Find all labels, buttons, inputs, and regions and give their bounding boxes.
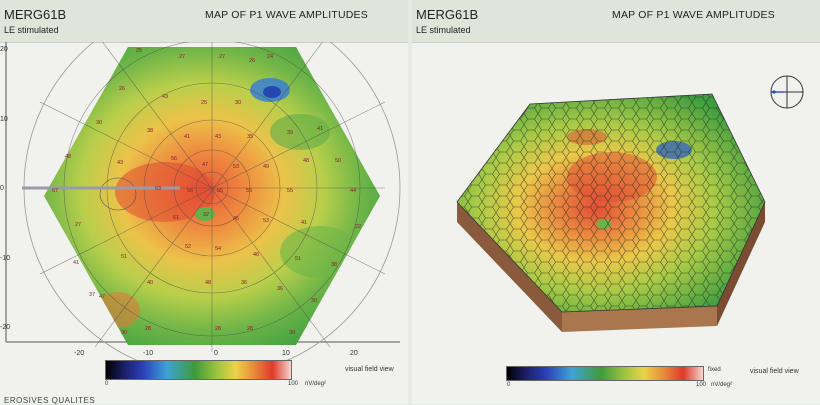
footer-text: EROSIVES QUALITES (4, 396, 96, 405)
hexagon-value-label: 55 (246, 188, 252, 194)
hexagon-value-label: 22 (355, 224, 361, 230)
hexagon-value-label: 55 (287, 188, 293, 194)
right-colorbar (506, 366, 704, 381)
left-title: MAP OF P1 WAVE AMPLITUDES (205, 9, 368, 21)
hexagon-value-label: 28 (215, 326, 221, 332)
hexagon-value-label: 44 (350, 188, 356, 194)
hexagon-value-label: 28 (145, 326, 151, 332)
right-title: MAP OF P1 WAVE AMPLITUDES (612, 9, 775, 21)
hexagon-value-label: 39 (287, 130, 293, 136)
hexagon-value-label: 41 (301, 220, 307, 226)
hexagon-value-label: 48 (65, 154, 71, 160)
right-panel: MERG61B LE stimulated MAP OF P1 WAVE AMP… (412, 0, 820, 404)
hexagon-value-label: 43 (117, 160, 123, 166)
hexagon-value-label: 54 (215, 246, 221, 252)
hexagon-value-label: 45 (233, 216, 239, 222)
hexagon-value-label: 28 (247, 326, 253, 332)
hexagon-value-label: 55 (217, 188, 223, 194)
right-colorbar-unit: nV/deg² (711, 382, 733, 388)
x-tick: -20 (74, 350, 85, 357)
right-view-label: visual field view (750, 368, 799, 375)
orientation-icon (770, 75, 804, 109)
right-fixed-label: fixed (708, 367, 721, 373)
hexagon-value-label: 27 (179, 54, 185, 60)
amplitude-map-2d: 25 27 27 26 24 26 43 25 30 30 38 41 43 35 39 41 48 43 56 47… (5, 42, 401, 377)
x-tick: -10 (143, 350, 154, 357)
right-colorbar-min: 0 (507, 382, 511, 388)
hexagon-value-label: 51 (295, 256, 301, 262)
right-header: MERG61B LE stimulated MAP OF P1 WAVE AMP… (412, 0, 820, 43)
hexagon-value-label: 30 (96, 120, 102, 126)
right-stimulation: LE stimulated (416, 25, 471, 35)
hexagon-value-label: 26 (119, 86, 125, 92)
left-colorbar (105, 360, 292, 380)
left-view-label: visual field view (345, 366, 394, 373)
left-colorbar-unit: nV/deg² (305, 381, 327, 387)
hexagon-value-label: 37 (89, 292, 95, 298)
left-colorbar-max: 100 (288, 381, 299, 387)
hexagon-value-label: 49 (263, 164, 269, 170)
hexagon-value-label: 24 (267, 54, 273, 60)
hexagon-value-label: 30 (311, 298, 317, 304)
right-patient-id: MERG61B (416, 7, 479, 22)
hexagon-value-label: 41 (184, 134, 190, 140)
hexagon-value-label: 35 (247, 134, 253, 140)
hexagon-value-label: 41 (73, 260, 79, 266)
right-colorbar-max: 100 (696, 382, 707, 388)
left-header: MERG61B LE stimulated MAP OF P1 WAVE AMP… (0, 0, 408, 43)
hexagon-value-label: 43 (215, 134, 221, 140)
y-tick: 0 (0, 185, 4, 192)
hexagon-value-label: 46 (253, 252, 259, 258)
hexagon-value-label: 43 (162, 94, 168, 100)
left-colorbar-min: 0 (105, 381, 109, 387)
hexagon-value-label: 36 (277, 286, 283, 292)
hexagon-value-label: 26 (249, 58, 255, 64)
x-tick: 20 (350, 350, 358, 357)
hexagon-value-label: 48 (303, 158, 309, 164)
hexagon-value-label: 41 (317, 126, 323, 132)
hexagon-value-label: 50 (335, 158, 341, 164)
y-tick: 10 (0, 116, 8, 123)
x-tick: 0 (214, 350, 218, 357)
hexagon-value-label: 63 (155, 186, 161, 192)
hexagon-value-label: 40 (147, 280, 153, 286)
hexagon-value-label: 25 (136, 48, 142, 54)
y-tick: 20 (0, 46, 8, 53)
hexagon-value-label: 38 (331, 262, 337, 268)
y-tick: -20 (0, 324, 11, 331)
hexagon-value-label: 25 (201, 100, 207, 106)
hexagon-value-label: 56 (171, 156, 177, 162)
hexagon-value-label: 67 (52, 188, 58, 194)
hexagon-value-label: 53 (233, 164, 239, 170)
hexagon-value-label: 30 (289, 330, 295, 336)
hexagon-value-label: 48 (205, 280, 211, 286)
hexagon-value-label: 27 (75, 222, 81, 228)
hexagon-value-label: 47 (99, 294, 105, 300)
x-tick: 10 (282, 350, 290, 357)
hexagon-value-label: 52 (185, 244, 191, 250)
y-tick: -10 (0, 255, 11, 262)
amplitude-map-3d (456, 75, 804, 332)
hexagon-value-label: 27 (219, 54, 225, 60)
hexagon-value-label: 61 (173, 215, 179, 221)
left-stimulation: LE stimulated (4, 25, 59, 35)
hexagon-value-label: 51 (121, 254, 127, 260)
left-patient-id: MERG61B (4, 7, 67, 22)
hexagon-value-label: 32 (203, 212, 209, 218)
hexagon-value-label: 30 (235, 100, 241, 106)
hexagon-value-label: 36 (241, 280, 247, 286)
hexagon-value-label: 47 (202, 162, 208, 168)
hexagon-value-label: 38 (147, 128, 153, 134)
hexagon-value-label: 30 (121, 330, 127, 336)
hexagon-value-label: 53 (263, 218, 269, 224)
left-panel: MERG61B LE stimulated MAP OF P1 WAVE AMP… (0, 0, 408, 404)
hexagon-value-label: 56 (187, 188, 193, 194)
